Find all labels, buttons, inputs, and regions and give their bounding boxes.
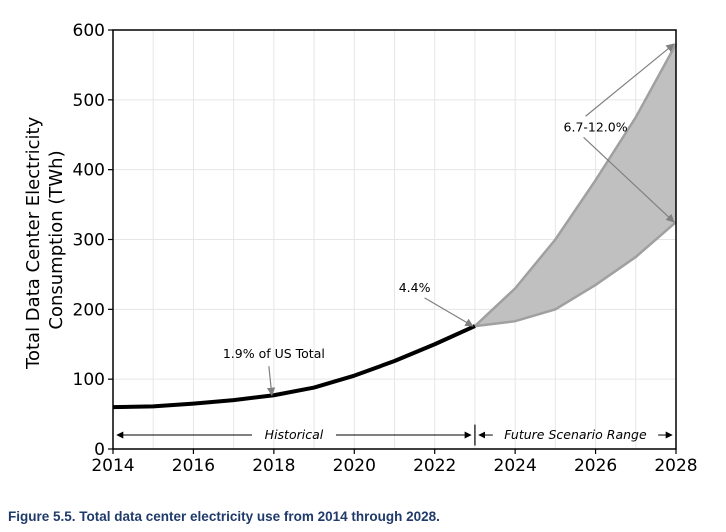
x-tick-label: 2026: [574, 456, 617, 476]
series-line-upper: [474, 43, 678, 328]
y-tick-label: 100: [73, 370, 105, 390]
annotations: 1.9% of US Total 4.4% 6.7-12.0% Historical F…: [116, 43, 675, 446]
y-tick-label: 600: [73, 21, 105, 41]
x-tick-label: 2028: [654, 456, 697, 476]
x-tick-label: 2016: [172, 456, 215, 476]
y-axis-title: Total Data Center Electricity Consumptio…: [23, 111, 67, 370]
annotation-arrow: [585, 43, 675, 117]
axes: 2014 2016 2018 2020 2022 2024 2026 2028 0 100 200 3…: [73, 21, 698, 476]
x-tick-label: 2020: [333, 456, 376, 476]
period-label: Historical: [265, 427, 324, 442]
x-tick-label: 2014: [91, 456, 134, 476]
annotation-arrow: [266, 366, 276, 397]
y-axis-title-line-1: Total Data Center Electricity: [23, 116, 44, 370]
x-tick-label: 2022: [413, 456, 456, 476]
annotation-arrow: [583, 136, 675, 223]
y-tick-label: 200: [73, 300, 105, 320]
annotation-arrow: [424, 297, 474, 327]
x-tick-label: 2018: [252, 456, 295, 476]
annotation-label: 1.9% of US Total: [223, 346, 325, 361]
annotation-label: 6.7-12.0%: [564, 119, 628, 134]
figure-caption: Figure 5.5. Total data center electricit…: [8, 509, 440, 524]
y-tick-label: 400: [73, 161, 105, 181]
period-label: Future Scenario Range: [504, 427, 647, 442]
electricity-chart: 1.9% of US Total 4.4% 6.7-12.0% Historical F…: [23, 21, 698, 476]
y-axis-title-line-2: Consumption (TWh): [46, 150, 67, 329]
y-tick-label: 300: [73, 231, 105, 251]
future-scenario-band: [474, 43, 676, 327]
series-line-historical: [112, 324, 476, 410]
x-tick-label: 2024: [494, 456, 537, 476]
series-line-lower: [474, 221, 677, 328]
annotation-label: 4.4%: [399, 280, 431, 295]
y-tick-label: 500: [73, 91, 105, 111]
data-layer: [112, 43, 678, 410]
y-tick-label: 0: [94, 440, 105, 460]
